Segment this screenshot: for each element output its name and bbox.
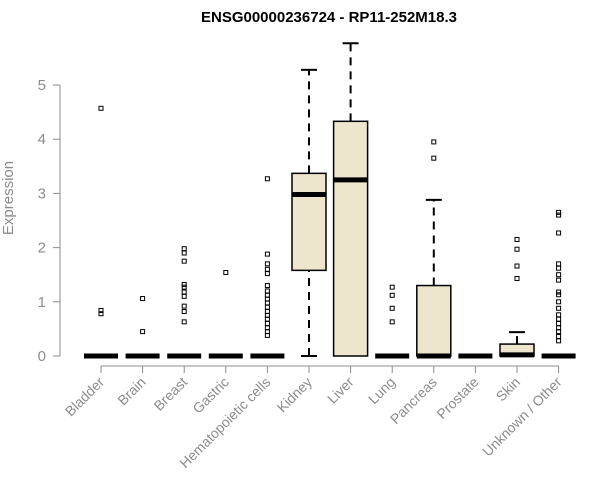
outlier-point <box>556 209 562 215</box>
outlier-point <box>98 105 104 111</box>
outlier-point <box>181 293 187 299</box>
y-axis: 0 1 2 3 4 5 <box>38 77 61 365</box>
y-tick-label: 2 <box>38 240 46 257</box>
outlier-point <box>264 176 270 182</box>
y-tick-label: 5 <box>38 77 46 94</box>
outlier-point <box>181 309 187 315</box>
box-unknown-other <box>541 209 576 359</box>
outlier-point <box>264 266 270 272</box>
outlier-point <box>556 230 562 236</box>
outlier-point <box>264 271 270 277</box>
x-tick-label: Bladder <box>62 374 108 420</box>
box-pancreas <box>416 139 452 359</box>
outlier-point <box>264 304 270 310</box>
box-bladder <box>84 105 118 359</box>
outlier-point <box>181 250 187 256</box>
y-tick-label: 3 <box>38 185 46 202</box>
outlier-point <box>556 316 562 322</box>
box-skin <box>499 236 535 358</box>
outlier-point <box>389 284 395 290</box>
outlier-point <box>98 307 104 313</box>
outlier-point <box>140 329 146 335</box>
box-liver <box>332 42 369 357</box>
y-tick-label: 1 <box>38 294 46 311</box>
outlier-point <box>556 338 562 344</box>
box-breast <box>167 246 202 359</box>
outlier-point <box>556 265 562 271</box>
outlier-point <box>556 272 562 278</box>
outlier-point <box>140 296 146 302</box>
outlier-point <box>556 212 562 218</box>
box-lung <box>375 284 410 359</box>
x-tick-label: Lung <box>365 374 398 407</box>
outlier-point <box>264 251 270 257</box>
outlier-point <box>264 261 270 267</box>
box-body <box>291 172 327 272</box>
x-tick-label: Skin <box>493 374 524 405</box>
outlier-point <box>264 320 270 326</box>
outlier-point <box>223 270 229 276</box>
outlier-point <box>556 305 562 311</box>
outlier-point <box>556 261 562 267</box>
outlier-point <box>514 275 520 281</box>
outlier-point <box>181 319 187 325</box>
box-body <box>416 284 452 357</box>
x-tick-label: Prostate <box>433 374 481 422</box>
x-tick-label: Unknown / Other <box>479 374 565 460</box>
outlier-point <box>264 288 270 294</box>
outlier-point <box>389 319 395 325</box>
outlier-point <box>264 283 270 289</box>
x-tick-label: Brain <box>114 374 148 408</box>
outlier-point <box>556 277 562 283</box>
outlier-point <box>514 263 520 269</box>
y-tick-label: 0 <box>38 348 46 365</box>
box-gastric <box>208 270 243 359</box>
outlier-point <box>556 312 562 318</box>
outlier-point <box>431 155 437 161</box>
outlier-point <box>389 305 395 311</box>
outlier-point <box>556 299 562 305</box>
box-body <box>332 120 369 357</box>
box-hematopoietic-cells <box>250 176 285 359</box>
outlier-point <box>514 246 520 252</box>
outlier-point <box>98 311 104 317</box>
outlier-point <box>556 320 562 326</box>
outlier-point <box>556 333 562 339</box>
outlier-point <box>181 246 187 252</box>
outlier-point <box>181 284 187 290</box>
outlier-point <box>181 289 187 295</box>
outlier-point <box>389 292 395 298</box>
x-tick-label: Kidney <box>274 374 316 416</box>
y-axis-label: Expression <box>0 161 17 235</box>
box-kidney <box>291 68 327 357</box>
outlier-point <box>556 289 562 295</box>
chart-title: ENSG00000236724 - RP11-252M18.3 <box>201 9 457 26</box>
outlier-point <box>514 236 520 242</box>
outlier-point <box>181 303 187 309</box>
x-tick-label: Breast <box>150 374 190 414</box>
outlier-point <box>556 292 562 298</box>
outlier-point <box>181 281 187 287</box>
y-tick-label: 4 <box>38 131 46 148</box>
boxes <box>84 42 576 359</box>
outlier-point <box>431 139 437 145</box>
x-tick-label: Liver <box>324 374 357 407</box>
outlier-point <box>181 258 187 264</box>
box-brain <box>125 296 160 359</box>
